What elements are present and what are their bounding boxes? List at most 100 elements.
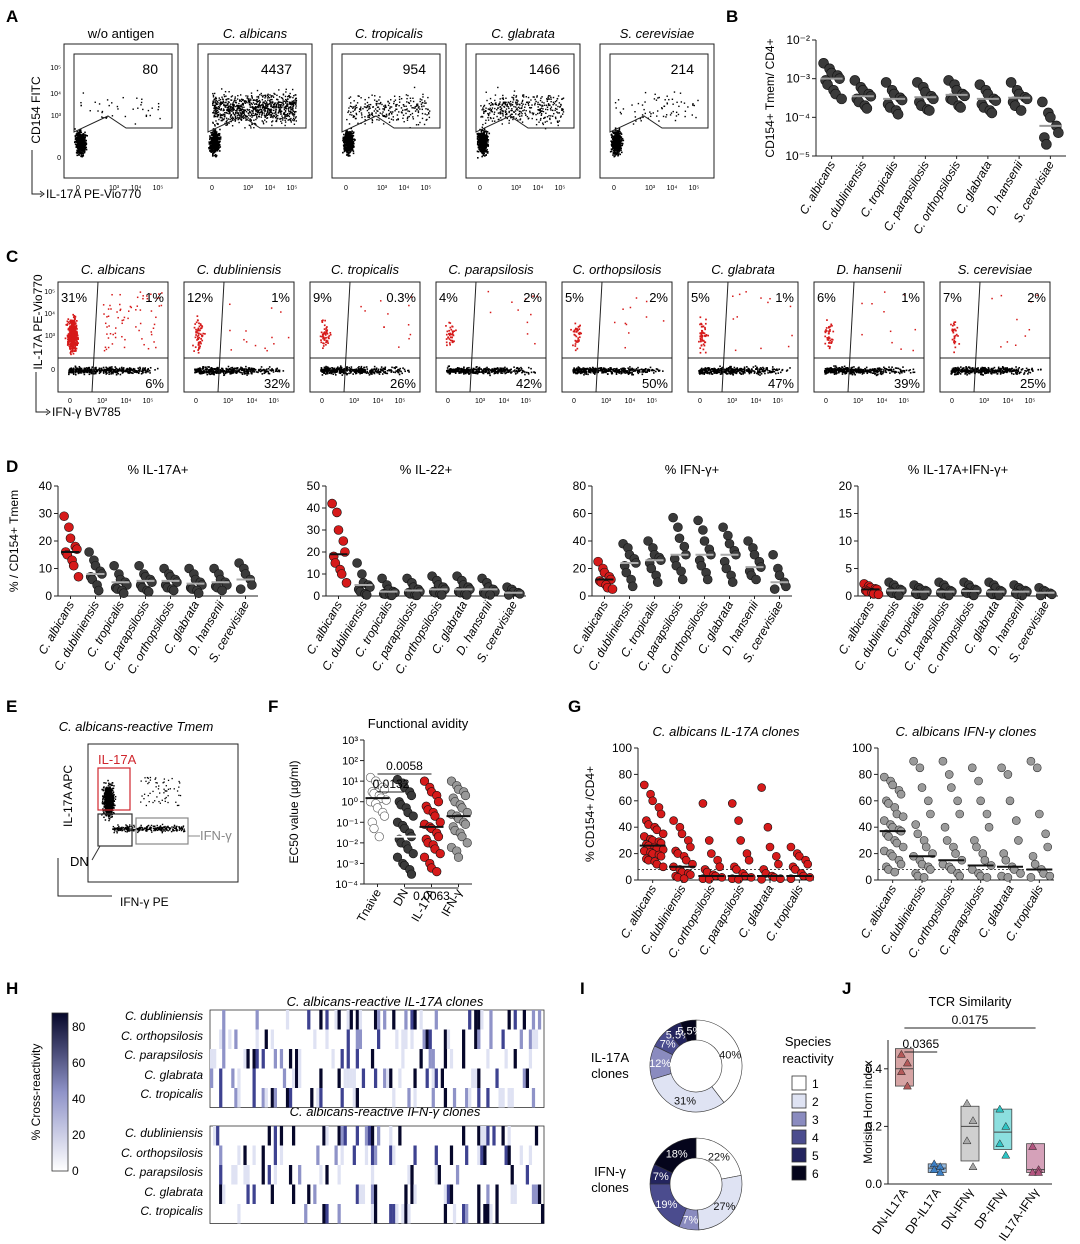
flow-dot xyxy=(156,826,159,829)
flow-dot xyxy=(241,110,243,113)
flow-dot xyxy=(487,141,489,143)
panelI-donut-label: clones xyxy=(591,1066,629,1081)
flow-dot xyxy=(243,101,246,103)
flow-dot xyxy=(424,113,426,115)
flow-dot xyxy=(371,121,374,124)
flow-dot xyxy=(261,113,263,115)
flow-dot xyxy=(513,105,515,108)
flow-dot xyxy=(152,825,155,827)
flow-dot xyxy=(290,117,292,120)
flow-dot xyxy=(157,788,160,790)
flow-dot xyxy=(77,134,80,136)
flow-dot xyxy=(617,154,619,157)
flow-dot xyxy=(382,111,384,113)
flow-dot xyxy=(385,115,387,117)
flow-dot xyxy=(550,100,552,103)
panel-letter-C: C xyxy=(6,247,18,266)
flow-dot xyxy=(261,111,263,113)
flow-dot xyxy=(141,829,143,831)
flow-dot xyxy=(477,150,480,153)
flow-dot xyxy=(218,132,221,135)
flow-dot xyxy=(350,106,353,108)
flow-dot xyxy=(252,109,255,111)
flow-dot xyxy=(214,142,216,145)
flow-dot xyxy=(165,790,167,792)
flow-dot xyxy=(291,100,293,103)
flow-dot xyxy=(272,105,275,108)
flow-dot xyxy=(216,107,218,109)
flow-dot xyxy=(347,132,350,135)
flow-dot xyxy=(262,107,264,109)
panelC-axis-arrowhead xyxy=(45,408,51,416)
flow-dot xyxy=(511,96,513,99)
panelE-gate-dn-pointer xyxy=(91,845,101,861)
static-layer: A B C D E F G H I J CD154 FITC IL-17A PE… xyxy=(6,7,851,1218)
flow-dot xyxy=(236,104,238,107)
flow-dot xyxy=(616,132,618,135)
flow-dot xyxy=(237,94,239,97)
flow-dot xyxy=(349,138,352,141)
flow-dot xyxy=(249,112,252,114)
flow-dot xyxy=(371,113,373,115)
flow-dot xyxy=(670,112,673,114)
flow-dot xyxy=(82,153,84,155)
flow-dot xyxy=(248,100,250,103)
flow-dot xyxy=(74,143,77,146)
flow-dot xyxy=(263,114,266,116)
flow-dot xyxy=(477,132,480,135)
flow-dot xyxy=(80,101,82,104)
panelE-gate-ifn xyxy=(135,817,189,845)
flow-dot xyxy=(213,109,215,112)
flow-dot xyxy=(217,139,219,142)
flow-dot xyxy=(245,115,248,117)
flow-dot xyxy=(285,105,288,107)
flow-dot xyxy=(79,143,82,146)
flow-dot xyxy=(112,801,114,804)
flow-dot xyxy=(83,149,86,151)
flow-dot xyxy=(398,111,400,113)
flow-dot xyxy=(503,101,506,103)
flow-dot xyxy=(611,144,614,146)
flow-dot xyxy=(414,110,417,112)
flow-dot xyxy=(78,145,80,147)
flow-dot xyxy=(216,100,218,103)
flow-dot xyxy=(264,110,266,113)
flow-dot xyxy=(271,115,273,118)
flow-dot xyxy=(252,102,255,104)
flow-dot xyxy=(530,99,532,101)
flow-dot xyxy=(238,107,240,110)
flow-dot xyxy=(261,104,263,106)
flow-dot xyxy=(618,148,621,151)
flow-dot xyxy=(254,105,257,108)
flow-dot xyxy=(520,107,523,110)
flow-dot xyxy=(348,149,350,151)
flow-dot xyxy=(357,95,359,97)
flow-dot xyxy=(240,104,242,106)
flow-dot xyxy=(117,824,119,826)
flow-dot xyxy=(246,97,249,99)
panel-letter-I: I xyxy=(580,979,585,998)
flow-dot xyxy=(84,146,86,149)
flow-dot xyxy=(559,116,562,118)
flow-dot xyxy=(273,92,275,95)
flow-dot xyxy=(397,118,399,120)
flow-dot xyxy=(219,103,221,106)
flow-dot xyxy=(354,108,356,110)
flow-dot xyxy=(290,104,293,106)
flow-dot xyxy=(505,112,508,115)
flow-dot xyxy=(106,116,108,118)
flow-dot xyxy=(289,119,292,122)
panelA-plot-frame xyxy=(599,43,715,179)
flow-dot xyxy=(620,113,622,115)
flow-dot xyxy=(159,825,162,827)
flow-dot xyxy=(251,106,254,108)
flow-dot xyxy=(214,147,217,149)
flow-dot xyxy=(617,130,620,132)
flow-dot xyxy=(281,122,283,124)
flow-dot xyxy=(481,116,484,118)
flow-dot xyxy=(80,135,82,137)
flow-dot xyxy=(212,100,214,102)
flow-dot xyxy=(482,146,485,148)
flow-dot xyxy=(79,142,81,144)
flow-dot xyxy=(521,99,524,102)
